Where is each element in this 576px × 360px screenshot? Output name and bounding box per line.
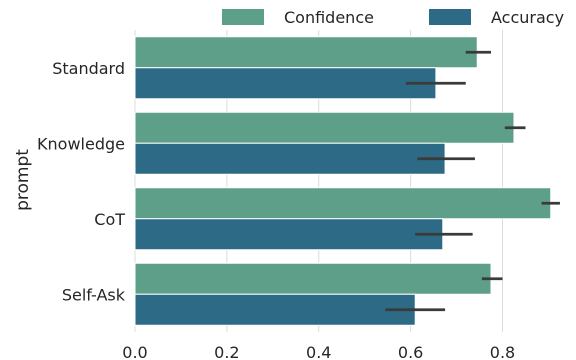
x-tick-label: 0.4 — [306, 343, 331, 360]
x-tick-label: 0.2 — [214, 343, 239, 360]
bar-accuracy-knowledge — [134, 142, 446, 175]
bar-confidence-knowledge — [134, 111, 515, 144]
y-tick-label: Self-Ask — [62, 285, 126, 304]
y-tick-labels: Standard Knowledge CoT Self-Ask — [37, 59, 126, 305]
error-bars — [385, 50, 560, 312]
legend-swatch-confidence — [222, 9, 264, 25]
legend: Confidence Accuracy — [222, 8, 564, 27]
x-tick-label: 0.0 — [122, 343, 147, 360]
legend-label-accuracy: Accuracy — [491, 8, 564, 27]
legend-label-confidence: Confidence — [284, 8, 374, 27]
bar-accuracy-self-ask — [134, 293, 416, 326]
bar-accuracy-cot — [134, 218, 444, 251]
y-tick-label: Standard — [52, 59, 125, 78]
bars — [134, 36, 552, 326]
y-tick-label: Knowledge — [37, 134, 125, 153]
legend-swatch-accuracy — [429, 9, 471, 25]
bar-confidence-cot — [134, 187, 552, 220]
x-tick-label: 0.6 — [398, 343, 423, 360]
x-tick-label: 0.8 — [490, 343, 515, 360]
x-tick-labels: 0.0 0.2 0.4 0.6 0.8 — [122, 343, 515, 360]
y-tick-label: CoT — [94, 210, 125, 229]
bar-confidence-self-ask — [134, 262, 492, 295]
y-axis-label: prompt — [13, 149, 33, 211]
bar-confidence-standard — [134, 36, 478, 69]
bar-accuracy-standard — [134, 67, 437, 100]
